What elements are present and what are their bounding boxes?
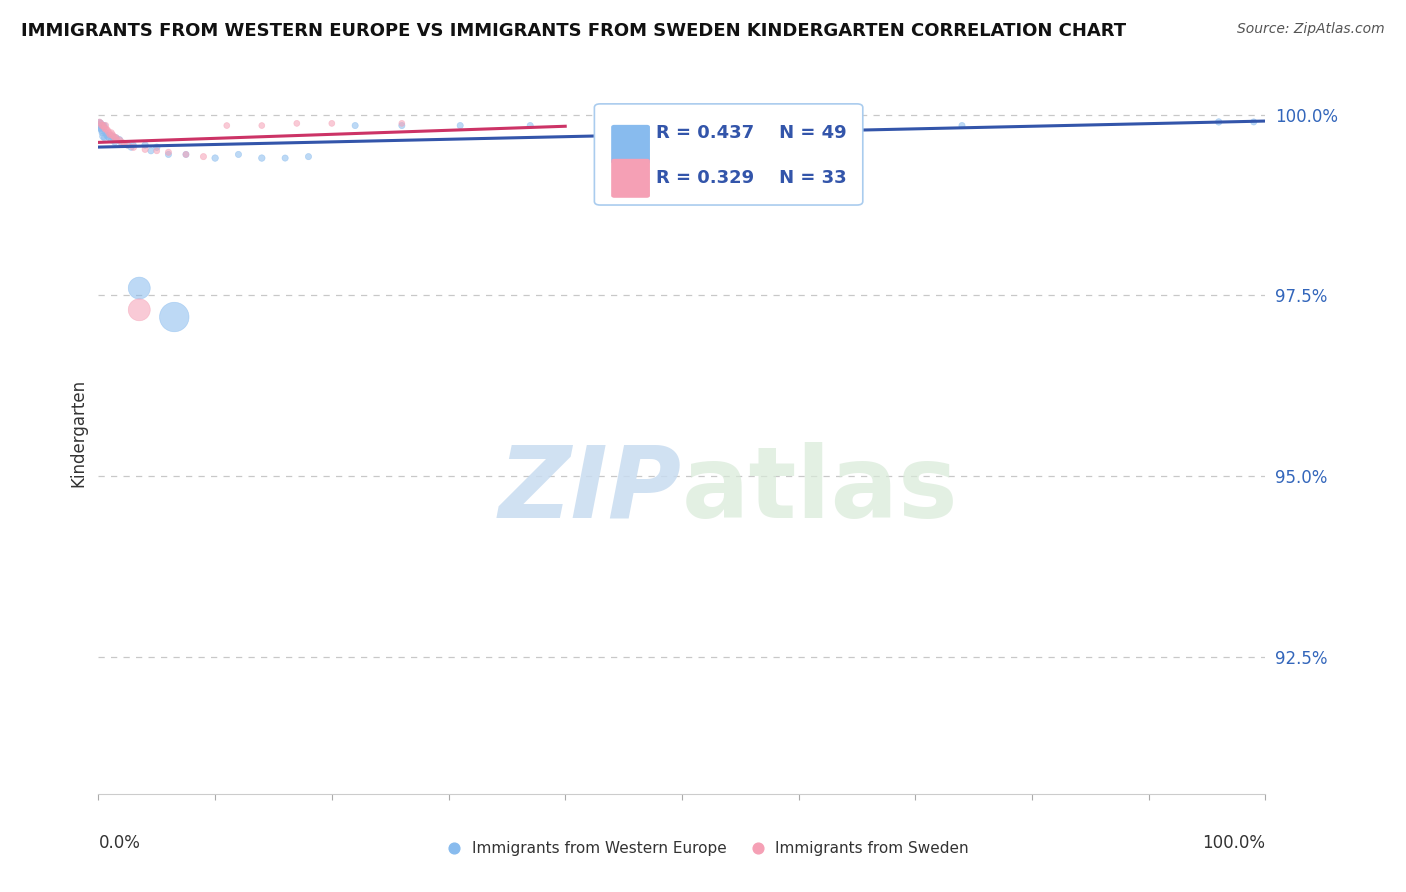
Point	[98, 128, 121, 142]
Point	[100, 133, 122, 147]
Point	[134, 142, 156, 156]
Point	[285, 116, 308, 130]
Point	[117, 138, 139, 153]
Point	[112, 136, 135, 151]
Point	[146, 140, 169, 154]
Point	[89, 115, 111, 129]
FancyBboxPatch shape	[612, 126, 650, 163]
Point	[94, 126, 117, 140]
Point	[250, 119, 273, 133]
Point	[91, 119, 114, 133]
Text: Immigrants from Western Europe: Immigrants from Western Europe	[472, 840, 727, 855]
Point	[128, 281, 150, 295]
Text: R = 0.329    N = 33: R = 0.329 N = 33	[657, 169, 846, 186]
Point	[519, 119, 541, 133]
Text: R = 0.437    N = 49: R = 0.437 N = 49	[657, 124, 846, 142]
Text: atlas: atlas	[682, 442, 959, 539]
Point	[274, 151, 297, 165]
Point	[93, 131, 115, 145]
Point	[120, 140, 142, 154]
Point	[98, 128, 121, 142]
Point	[103, 133, 125, 147]
Text: IMMIGRANTS FROM WESTERN EUROPE VS IMMIGRANTS FROM SWEDEN KINDERGARTEN CORRELATIO: IMMIGRANTS FROM WESTERN EUROPE VS IMMIGR…	[21, 22, 1126, 40]
Text: 100.0%: 100.0%	[1202, 834, 1265, 852]
Point	[1243, 115, 1265, 129]
Y-axis label: Kindergarten: Kindergarten	[69, 378, 87, 487]
Point	[157, 147, 180, 161]
Point	[104, 131, 127, 145]
Point	[717, 119, 740, 133]
Point	[97, 131, 120, 145]
Point	[174, 147, 197, 161]
Point	[344, 119, 367, 133]
Point	[96, 122, 118, 136]
Point	[105, 133, 128, 147]
Point	[321, 116, 343, 130]
Point	[391, 119, 413, 133]
Point	[122, 140, 145, 154]
Point	[297, 150, 319, 164]
Point	[90, 123, 112, 137]
Point	[163, 310, 186, 324]
Point	[90, 126, 112, 140]
Point	[101, 128, 124, 142]
Point	[100, 126, 122, 140]
Point	[103, 129, 125, 144]
Point	[101, 129, 124, 144]
Point	[108, 133, 131, 147]
Point	[97, 126, 120, 140]
Point	[90, 116, 112, 130]
Point	[97, 123, 120, 137]
Point	[193, 150, 215, 164]
Point	[108, 133, 131, 147]
Point	[228, 147, 250, 161]
Point	[111, 136, 134, 151]
Point	[647, 119, 669, 133]
Point	[104, 131, 127, 145]
Point	[89, 115, 111, 129]
Point	[97, 129, 120, 144]
Point	[90, 116, 112, 130]
Point	[104, 131, 127, 145]
Point	[117, 138, 139, 153]
Point	[96, 128, 118, 142]
Point	[139, 144, 162, 158]
Point	[91, 129, 114, 144]
Point	[157, 145, 180, 160]
FancyBboxPatch shape	[612, 160, 650, 197]
Text: Immigrants from Sweden: Immigrants from Sweden	[775, 840, 969, 855]
Point	[174, 147, 197, 161]
Point	[94, 122, 117, 136]
Point	[215, 119, 238, 133]
Point	[111, 135, 134, 149]
Point	[112, 136, 135, 151]
Point	[94, 119, 117, 133]
Point	[204, 151, 226, 165]
Point	[391, 116, 413, 130]
Point	[104, 135, 127, 149]
Point	[90, 120, 112, 135]
Point	[90, 119, 112, 133]
Point	[250, 151, 273, 165]
Point	[134, 138, 156, 153]
Point	[1208, 115, 1230, 129]
Point	[89, 119, 111, 133]
Point	[122, 138, 145, 153]
Text: Source: ZipAtlas.com: Source: ZipAtlas.com	[1237, 22, 1385, 37]
Point	[128, 302, 150, 317]
Text: 0.0%: 0.0%	[98, 834, 141, 852]
Point	[93, 120, 115, 135]
Point	[90, 122, 112, 136]
Point	[950, 119, 973, 133]
Point	[146, 144, 169, 158]
Point	[93, 119, 115, 133]
Point	[91, 119, 114, 133]
Text: ZIP: ZIP	[499, 442, 682, 539]
FancyBboxPatch shape	[595, 103, 863, 205]
Point	[90, 119, 112, 133]
Point	[449, 119, 471, 133]
